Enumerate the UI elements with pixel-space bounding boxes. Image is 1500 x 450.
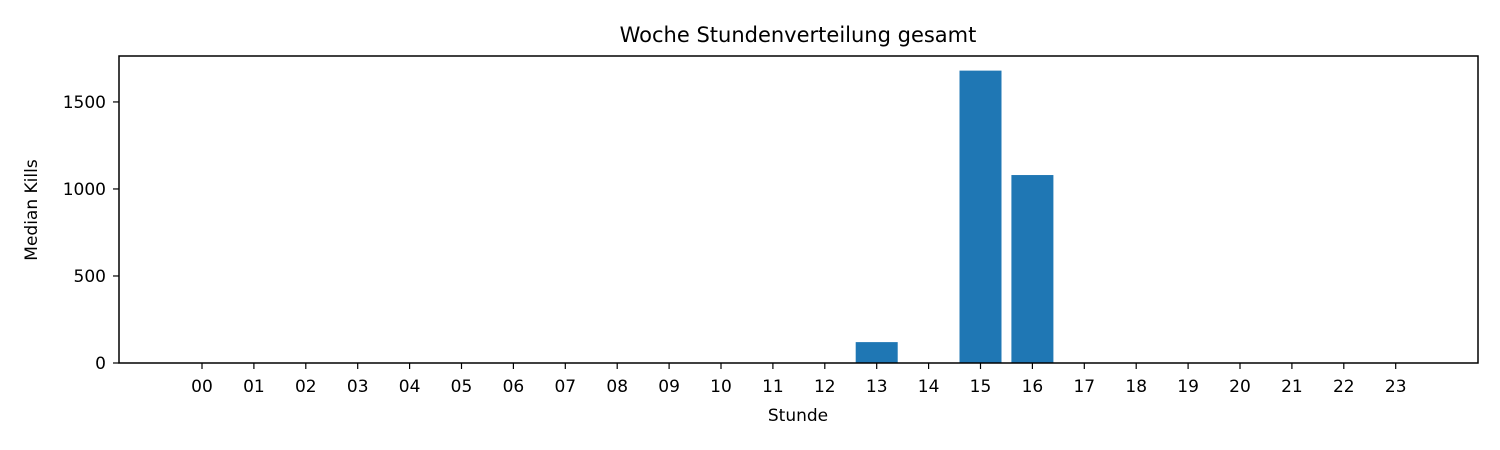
x-tick-label: 15 [970, 377, 992, 397]
x-tick-label: 17 [1073, 377, 1095, 397]
x-axis-ticks: 00 01 02 03 04 05 06 07 08 09 10 11 12 13 14 15 16 17 18 19… [191, 363, 1407, 397]
bar-13 [855, 342, 898, 363]
x-axis-label: Stunde [768, 406, 828, 426]
y-axis-label: Median Kills [22, 159, 42, 261]
x-tick-label: 01 [243, 377, 265, 397]
x-tick-label: 11 [762, 377, 784, 397]
x-tick-label: 07 [554, 377, 576, 397]
x-tick-label: 20 [1229, 377, 1251, 397]
x-tick-label: 23 [1385, 377, 1407, 397]
bar-16 [1011, 175, 1054, 363]
x-tick-label: 02 [295, 377, 317, 397]
x-tick-label: 16 [1022, 377, 1044, 397]
bars-layer [855, 70, 1054, 363]
x-tick-label: 19 [1177, 377, 1199, 397]
x-tick-label: 08 [606, 377, 628, 397]
x-tick-label: 22 [1333, 377, 1355, 397]
x-tick-label: 04 [399, 377, 421, 397]
x-tick-label: 03 [347, 377, 369, 397]
x-tick-label: 06 [503, 377, 525, 397]
x-tick-label: 05 [451, 377, 473, 397]
x-tick-label: 13 [866, 377, 888, 397]
x-tick-label: 14 [918, 377, 940, 397]
x-tick-label: 18 [1125, 377, 1147, 397]
y-tick-label: 1500 [63, 93, 106, 113]
y-tick-label: 0 [95, 354, 106, 374]
y-tick-label: 1000 [63, 180, 106, 200]
x-tick-label: 00 [191, 377, 213, 397]
chart-title: Woche Stundenverteilung gesamt [620, 23, 977, 47]
y-axis-ticks: 0 500 1000 1500 [63, 93, 119, 374]
x-tick-label: 12 [814, 377, 836, 397]
plot-frame [118, 55, 1479, 364]
y-tick-label: 500 [74, 267, 106, 287]
x-tick-label: 21 [1281, 377, 1303, 397]
x-tick-label: 10 [710, 377, 732, 397]
bar-15 [959, 70, 1002, 363]
x-tick-label: 09 [658, 377, 680, 397]
